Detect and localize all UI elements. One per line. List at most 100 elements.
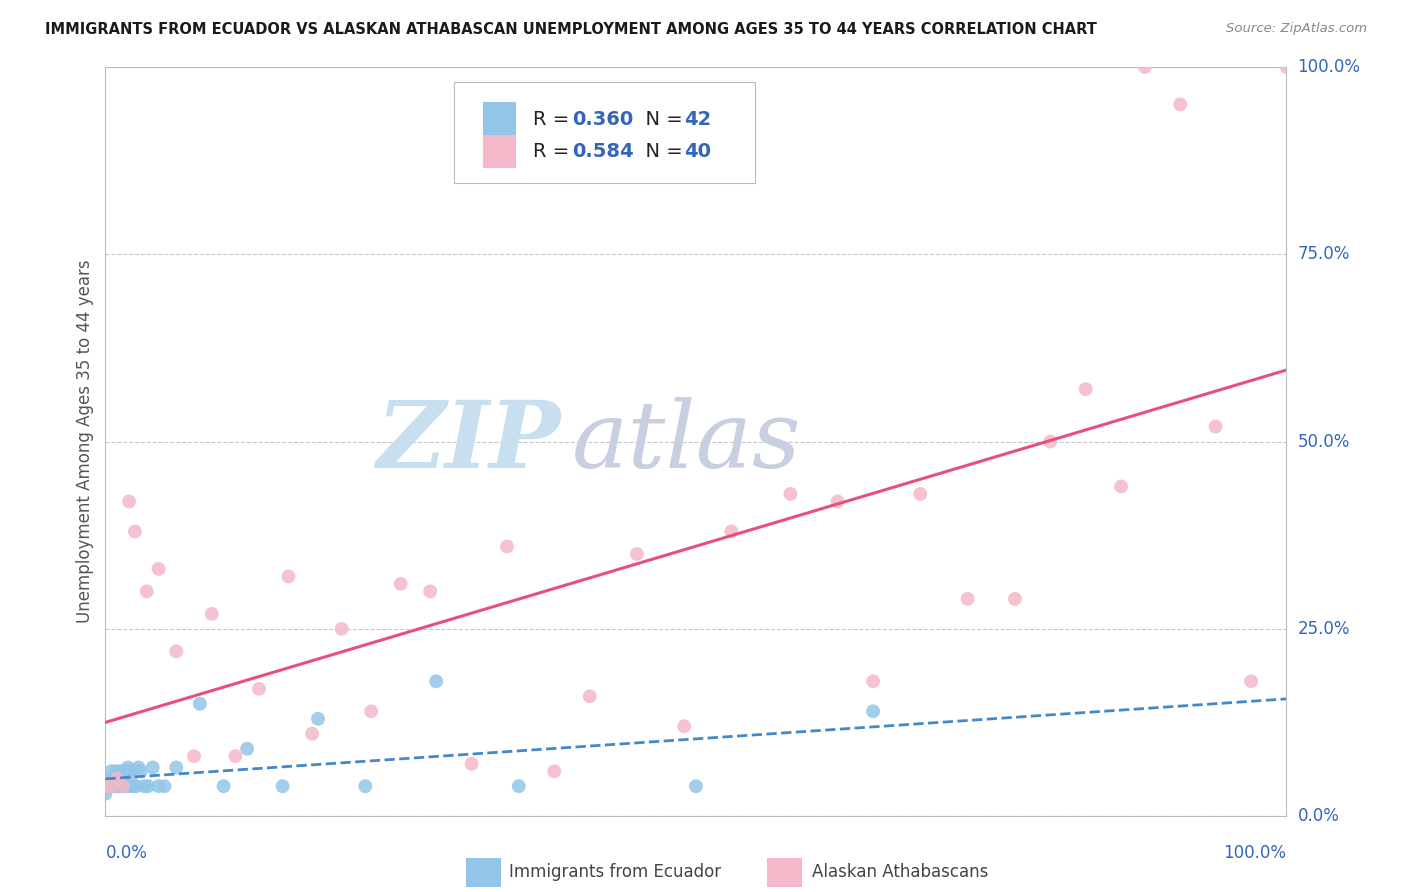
Text: 0.0%: 0.0%: [105, 844, 148, 862]
Point: [120, 764, 142, 779]
Point: [389, 577, 412, 591]
Point: [673, 719, 696, 733]
FancyBboxPatch shape: [484, 135, 516, 169]
Point: [277, 569, 299, 583]
Text: 50.0%: 50.0%: [1298, 433, 1350, 450]
Point: [224, 749, 246, 764]
Point: [1039, 434, 1062, 449]
Point: [496, 540, 519, 554]
Point: [578, 690, 600, 704]
Text: R =: R =: [533, 110, 575, 128]
Point: [354, 779, 377, 793]
Point: [115, 779, 138, 793]
Text: 100.0%: 100.0%: [1223, 844, 1286, 862]
Point: [827, 494, 849, 508]
Point: [128, 760, 150, 774]
Point: [460, 756, 482, 771]
Text: R =: R =: [533, 142, 575, 161]
Text: IMMIGRANTS FROM ECUADOR VS ALASKAN ATHABASCAN UNEMPLOYMENT AMONG AGES 35 TO 44 Y: IMMIGRANTS FROM ECUADOR VS ALASKAN ATHAB…: [45, 22, 1097, 37]
Point: [135, 584, 157, 599]
Point: [236, 741, 259, 756]
FancyBboxPatch shape: [484, 103, 516, 136]
Point: [125, 779, 148, 793]
Text: 42: 42: [685, 110, 711, 128]
Point: [1168, 97, 1191, 112]
Text: 0.0%: 0.0%: [1298, 807, 1340, 825]
Point: [98, 779, 121, 793]
Point: [105, 764, 128, 779]
Text: 40: 40: [685, 142, 711, 161]
Point: [153, 779, 176, 793]
Point: [122, 779, 145, 793]
Point: [94, 779, 117, 793]
Point: [188, 697, 211, 711]
Point: [271, 779, 294, 793]
Point: [1275, 60, 1298, 74]
Point: [107, 772, 129, 786]
Point: [110, 764, 132, 779]
Point: [120, 772, 142, 786]
Point: [779, 487, 801, 501]
Text: atlas: atlas: [572, 397, 801, 486]
Point: [100, 779, 122, 793]
Point: [114, 772, 136, 786]
Point: [419, 584, 441, 599]
Point: [97, 779, 120, 793]
Text: N =: N =: [633, 142, 689, 161]
FancyBboxPatch shape: [454, 82, 755, 183]
Point: [1109, 479, 1132, 493]
Text: ZIP: ZIP: [375, 397, 560, 486]
Point: [105, 772, 128, 786]
Point: [1205, 419, 1227, 434]
Point: [129, 764, 152, 779]
Point: [101, 779, 124, 793]
Point: [165, 760, 187, 774]
Point: [94, 787, 117, 801]
Point: [142, 760, 165, 774]
FancyBboxPatch shape: [465, 858, 501, 887]
Point: [183, 749, 205, 764]
Text: Immigrants from Ecuador: Immigrants from Ecuador: [509, 863, 721, 881]
Point: [148, 562, 170, 576]
Point: [956, 591, 979, 606]
Point: [148, 779, 170, 793]
Point: [330, 622, 353, 636]
Point: [862, 704, 884, 718]
Point: [508, 779, 530, 793]
Point: [103, 772, 125, 786]
Point: [425, 674, 447, 689]
Point: [1004, 591, 1026, 606]
Point: [910, 487, 932, 501]
Y-axis label: Unemployment Among Ages 35 to 44 years: Unemployment Among Ages 35 to 44 years: [76, 260, 94, 624]
Text: 25.0%: 25.0%: [1298, 620, 1350, 638]
Point: [112, 779, 135, 793]
Point: [124, 524, 146, 539]
Point: [98, 772, 121, 786]
Point: [100, 764, 122, 779]
Point: [720, 524, 742, 539]
Point: [136, 779, 159, 793]
Text: Alaskan Athabascans: Alaskan Athabascans: [811, 863, 988, 881]
Point: [104, 779, 127, 793]
Point: [307, 712, 329, 726]
Text: 0.584: 0.584: [572, 142, 634, 161]
Point: [118, 494, 141, 508]
Point: [111, 772, 134, 786]
Point: [112, 764, 135, 779]
Text: Source: ZipAtlas.com: Source: ZipAtlas.com: [1226, 22, 1367, 36]
Point: [247, 681, 270, 696]
Point: [112, 779, 135, 793]
Point: [626, 547, 648, 561]
Point: [117, 760, 139, 774]
Text: N =: N =: [633, 110, 689, 128]
Point: [301, 727, 323, 741]
Point: [165, 644, 187, 658]
Text: 75.0%: 75.0%: [1298, 245, 1350, 263]
Point: [360, 704, 382, 718]
Point: [685, 779, 707, 793]
Point: [118, 779, 141, 793]
Point: [1240, 674, 1263, 689]
Text: 0.360: 0.360: [572, 110, 633, 128]
Text: 100.0%: 100.0%: [1298, 58, 1361, 76]
Point: [862, 674, 884, 689]
